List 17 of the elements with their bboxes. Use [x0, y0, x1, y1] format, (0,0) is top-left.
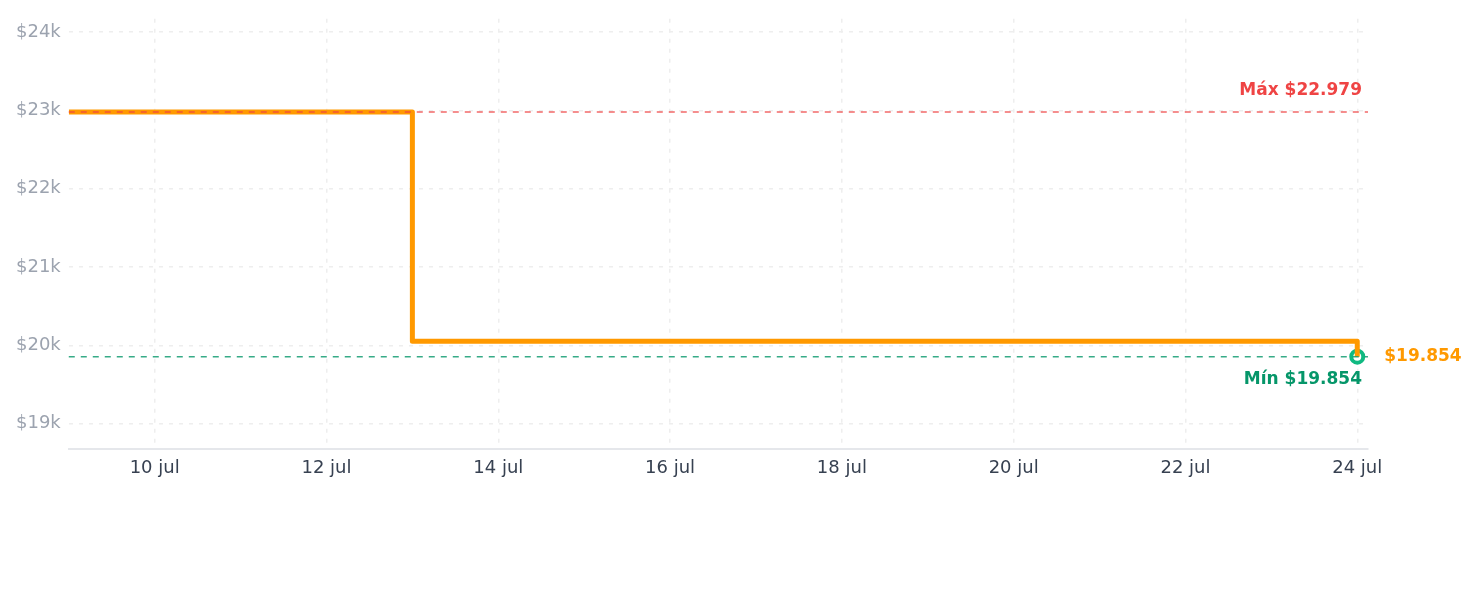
- x-tick-label: 16 jul: [645, 455, 696, 477]
- y-tick-label: $22k: [16, 176, 62, 198]
- y-tick-label: $24k: [16, 19, 62, 41]
- x-tick-label: 20 jul: [988, 455, 1039, 477]
- ref-line-label: Máx $22.979: [1239, 78, 1362, 99]
- y-tick-label: $21k: [16, 254, 62, 276]
- x-tick-label: 10 jul: [129, 455, 180, 477]
- ref-line-label: Mín $19.854: [1243, 367, 1363, 388]
- data-label: $19.854: [1384, 345, 1462, 366]
- y-tick-label: $19k: [16, 411, 62, 433]
- x-tick-label: 12 jul: [301, 455, 352, 477]
- x-tick-label: 24 jul: [1332, 455, 1383, 477]
- y-tick-label: $23k: [16, 98, 62, 120]
- y-tick-label: $20k: [16, 332, 62, 354]
- x-tick-label: 14 jul: [473, 455, 524, 477]
- x-tick-label: 22 jul: [1160, 455, 1211, 477]
- x-tick-label: 18 jul: [816, 455, 867, 477]
